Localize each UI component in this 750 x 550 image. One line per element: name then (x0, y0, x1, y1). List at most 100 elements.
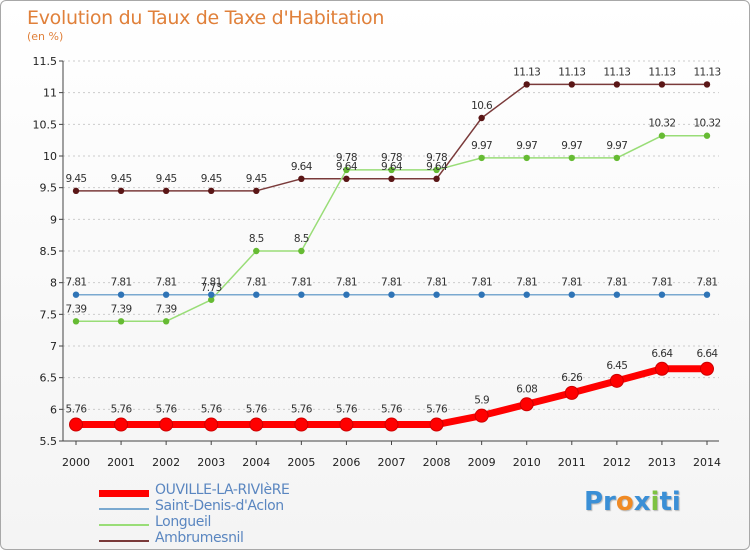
axes (59, 60, 719, 445)
data-label: 7.81 (336, 277, 357, 289)
data-point (388, 166, 395, 174)
data-point (208, 291, 215, 298)
x-tick-label: 2001 (107, 456, 135, 469)
x-tick-label: 2006 (332, 456, 360, 469)
data-point (298, 291, 305, 298)
data-label: 9.45 (156, 173, 177, 185)
data-label: 5.76 (381, 404, 403, 416)
data-point (433, 166, 440, 174)
data-label: 5.76 (336, 404, 358, 416)
y-tick-label: 7.5 (40, 308, 58, 321)
y-tick-label: 9 (50, 213, 57, 226)
data-label: 9.78 (336, 152, 357, 164)
data-label: 11.13 (693, 66, 720, 78)
data-point (208, 296, 215, 303)
data-point (253, 187, 260, 195)
data-label: 6.64 (697, 348, 719, 360)
data-label: 5.76 (111, 404, 133, 416)
data-label: 7.81 (201, 277, 222, 289)
data-label: 7.81 (561, 277, 582, 289)
data-label: 9.45 (246, 173, 267, 185)
data-label: 9.64 (336, 161, 358, 173)
data-point (478, 114, 485, 122)
data-label: 5.76 (156, 404, 178, 416)
data-point (478, 154, 485, 162)
data-point (703, 81, 711, 88)
y-tick-label: 5.5 (40, 435, 58, 448)
logo-letter: i (650, 487, 660, 517)
data-point (703, 291, 711, 298)
legend-swatch (99, 508, 149, 510)
data-label: 7.81 (516, 277, 537, 289)
data-point (117, 318, 125, 325)
data-label: 7.39 (66, 303, 87, 315)
data-label: 9.45 (201, 173, 222, 185)
legend-label: Longueil (155, 514, 211, 530)
y-tick-label: 8 (50, 277, 57, 290)
data-point (343, 175, 350, 182)
y-tick-label: 8.5 (40, 245, 58, 258)
data-point (658, 291, 666, 298)
data-label: 7.81 (381, 277, 402, 289)
data-point (519, 397, 534, 412)
data-point (478, 291, 485, 298)
x-tick-label: 2004 (242, 456, 270, 469)
data-label: 7.81 (66, 277, 87, 289)
data-label: 11.13 (648, 66, 675, 78)
data-point (523, 81, 530, 88)
x-tick-label: 2009 (468, 456, 496, 469)
data-label: 9.78 (426, 152, 447, 164)
y-tick-label: 9.5 (40, 182, 58, 195)
data-point (72, 318, 80, 325)
y-tick-label: 10 (43, 150, 57, 163)
x-tick-label: 2003 (197, 456, 225, 469)
data-label: 7.81 (471, 277, 492, 289)
data-label: 11.13 (603, 66, 630, 78)
data-point (162, 318, 170, 325)
data-point (249, 417, 264, 432)
data-label: 5.76 (246, 404, 268, 416)
logo-letter: x (633, 487, 651, 517)
data-point (343, 166, 350, 174)
x-tick-label: 2005 (287, 456, 315, 469)
data-label: 7.81 (426, 277, 447, 289)
data-point (208, 187, 215, 195)
data-point (388, 175, 395, 182)
data-label: 7.39 (156, 303, 177, 315)
data-label: 5.76 (426, 404, 448, 416)
x-tick-label: 2011 (558, 456, 586, 469)
data-point (613, 291, 621, 298)
legend-label: Ambrumesnil (155, 530, 244, 546)
data-point (204, 417, 219, 432)
data-point (69, 417, 83, 432)
proxiti-logo: Proxiti (584, 487, 681, 517)
y-tick-label: 11.5 (33, 55, 58, 68)
data-label: 7.81 (156, 277, 177, 289)
data-label: 10.6 (471, 100, 493, 112)
data-point (568, 154, 575, 162)
legend-swatch (99, 489, 149, 497)
data-labels: 5.76 5.76 5.76 5.76 5.76 5.76 5.76 5.76 5.76 5.9 6… (66, 66, 722, 416)
data-label: 9.97 (516, 140, 537, 152)
data-label: 9.64 (291, 161, 313, 173)
data-label: 7.81 (246, 277, 267, 289)
data-point (298, 247, 305, 255)
series-2 (72, 132, 711, 325)
data-point (433, 175, 440, 182)
x-tick-label: 2007 (378, 456, 406, 469)
data-point (117, 291, 125, 298)
x-tick-label: 2008 (423, 456, 451, 469)
data-label: 6.45 (606, 360, 627, 372)
data-point (658, 132, 666, 139)
data-point (388, 291, 395, 298)
series-1 (72, 291, 711, 298)
data-point (343, 291, 350, 298)
y-tick-label: 6 (50, 403, 57, 416)
data-label: 7.81 (291, 277, 312, 289)
data-label: 7.81 (606, 277, 627, 289)
legend-swatch (99, 524, 149, 526)
data-label: 7.73 (201, 282, 222, 294)
data-label: 7.81 (111, 277, 132, 289)
data-point (298, 175, 305, 182)
